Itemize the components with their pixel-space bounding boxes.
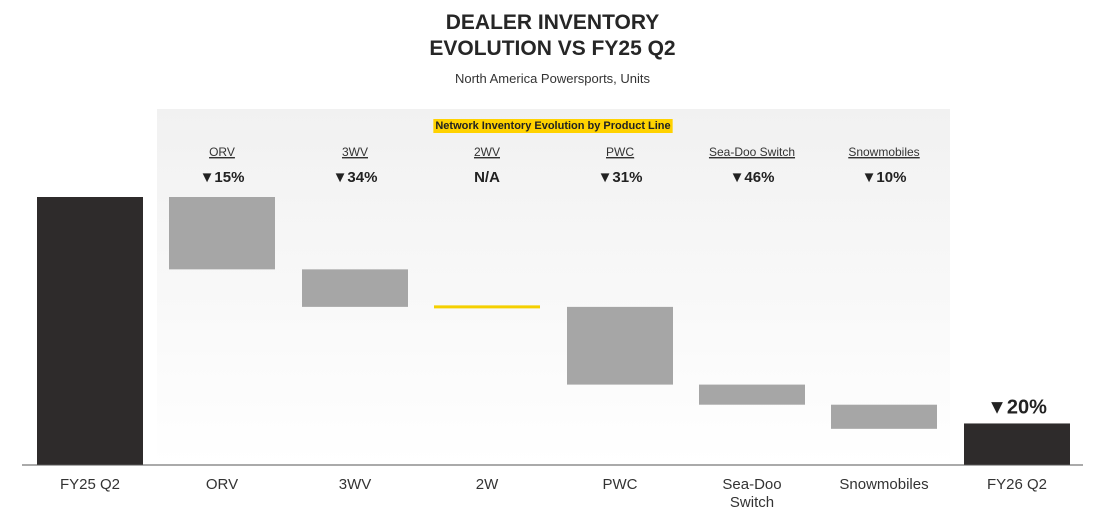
- category-label-2w: 2W: [476, 476, 499, 493]
- step-change-2w: N/A: [474, 169, 500, 186]
- chart-subtitle: North America Powersports, Units: [454, 71, 651, 86]
- step-change-orv: ▼15%: [200, 169, 245, 186]
- panel-title-group: Network Inventory Evolution by Product L…: [433, 119, 673, 133]
- step-change-sea-doo-switch: ▼46%: [730, 169, 775, 186]
- step-headers: ORV ▼15% 3WV ▼34% 2WV N/A PWC ▼31% Sea-Doo Switc…: [200, 145, 920, 186]
- bar-end-total: [964, 423, 1070, 465]
- category-label-sea-doo-switch: Sea-Doo Switch: [722, 476, 781, 511]
- category-label-pwc: PWC: [603, 476, 638, 493]
- step-header-sea-doo-switch: Sea-Doo Switch: [709, 145, 795, 159]
- bar-step-2w: [434, 305, 540, 309]
- step-change-3wv: ▼34%: [333, 169, 378, 186]
- bar-step-pwc: [567, 306, 673, 385]
- product-line-panel: [157, 109, 950, 465]
- end-change-label: ▼20%: [987, 396, 1047, 418]
- category-labels: FY25 Q2 ORV 3WV 2W PWC Sea-Doo Switch Snowmobil…: [60, 476, 1047, 511]
- chart-title: DEALER INVENTORY EVOLUTION VS FY25 Q2: [0, 10, 1105, 62]
- step-header-orv: ORV: [209, 145, 235, 159]
- bar-step-snowmobiles: [831, 404, 937, 429]
- bar-step-orv: [169, 197, 275, 270]
- step-header-pwc: PWC: [606, 145, 634, 159]
- panel-title: Network Inventory Evolution by Product L…: [435, 120, 670, 132]
- category-label-fy26-q2: FY26 Q2: [987, 476, 1047, 493]
- step-header-snowmobiles: Snowmobiles: [848, 145, 919, 159]
- step-header-2w: 2WV: [474, 145, 500, 159]
- bar-step-sea-doo-switch: [699, 384, 805, 405]
- chart-title-line1: DEALER INVENTORY: [445, 11, 660, 34]
- panel-title-highlight: [433, 119, 673, 133]
- bars: [37, 197, 1070, 465]
- category-label-3wv: 3WV: [339, 476, 372, 493]
- chart-title-line2: EVOLUTION VS FY25 Q2: [429, 37, 676, 60]
- bar-step-3wv: [302, 269, 408, 307]
- step-change-snowmobiles: ▼10%: [862, 169, 907, 186]
- category-label-snowmobiles: Snowmobiles: [839, 476, 928, 493]
- step-header-3wv: 3WV: [342, 145, 368, 159]
- step-change-pwc: ▼31%: [598, 169, 643, 186]
- category-label-orv: ORV: [206, 476, 238, 493]
- bar-start-total: [37, 197, 143, 465]
- category-label-fy25-q2: FY25 Q2: [60, 476, 120, 493]
